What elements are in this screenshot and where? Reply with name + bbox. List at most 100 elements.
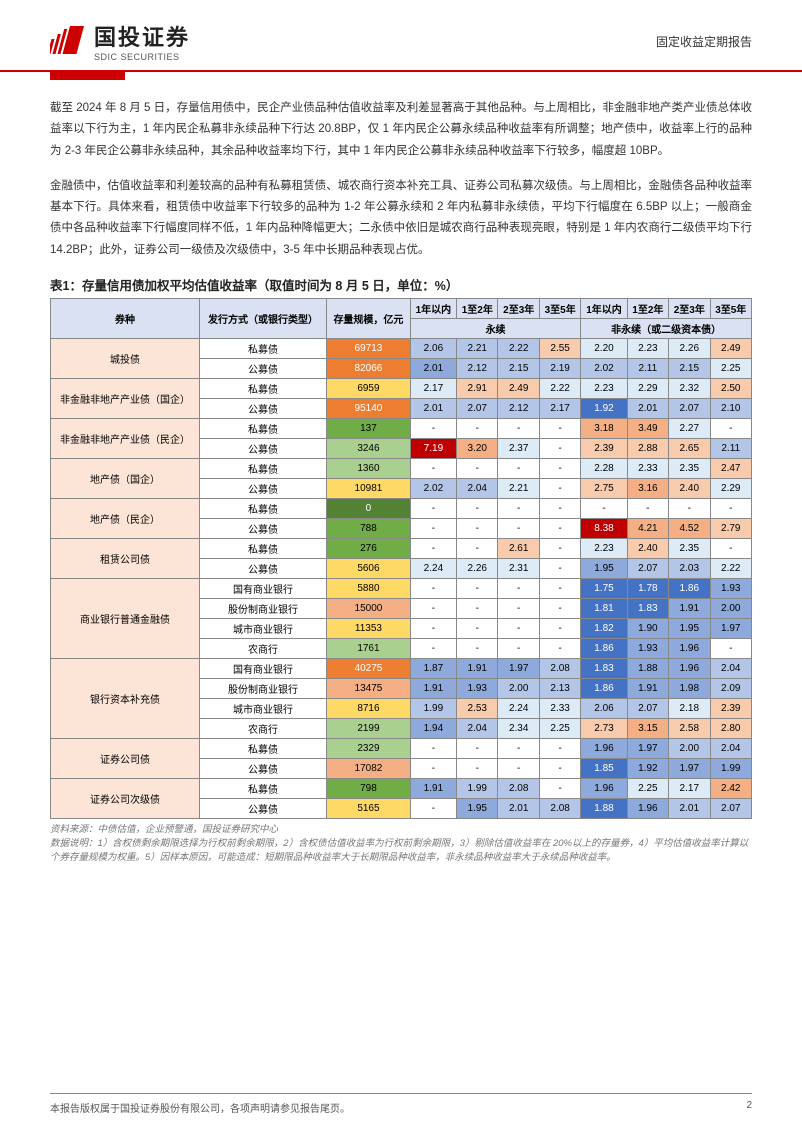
data-cell: -: [410, 498, 456, 518]
subcategory-cell: 城市商业银行: [199, 698, 326, 718]
th-y2b: 1至2年: [627, 298, 668, 318]
data-cell: 2.79: [710, 518, 752, 538]
th-y1a: 1年以内: [410, 298, 456, 318]
data-cell: 2.07: [457, 398, 498, 418]
subcategory-cell: 私募债: [199, 538, 326, 558]
data-cell: -: [457, 638, 498, 658]
table-row: 银行资本补充债国有商业银行402751.871.911.972.081.831.…: [51, 658, 752, 678]
data-cell: -: [457, 538, 498, 558]
data-cell: 2.18: [669, 698, 710, 718]
data-cell: -: [410, 758, 456, 778]
data-cell: 2.91: [457, 378, 498, 398]
data-cell: 1.91: [627, 678, 668, 698]
volume-cell: 69713: [327, 338, 411, 358]
data-cell: 3.18: [581, 418, 627, 438]
data-cell: 1.91: [410, 778, 456, 798]
data-cell: 3.15: [627, 718, 668, 738]
data-cell: -: [457, 518, 498, 538]
data-cell: 2.55: [539, 338, 580, 358]
volume-cell: 2329: [327, 738, 411, 758]
data-cell: 2.12: [498, 398, 539, 418]
table-row: 租赁公司债私募债276--2.61-2.232.402.35-: [51, 538, 752, 558]
data-cell: 1.92: [581, 398, 627, 418]
subcategory-cell: 城市商业银行: [199, 618, 326, 638]
doc-type: 固定收益定期报告: [656, 33, 752, 50]
data-cell: -: [539, 738, 580, 758]
data-cell: 2.23: [581, 538, 627, 558]
data-cell: -: [410, 738, 456, 758]
data-cell: -: [539, 618, 580, 638]
subcategory-cell: 公募债: [199, 558, 326, 578]
data-cell: 1.83: [627, 598, 668, 618]
data-cell: -: [498, 578, 539, 598]
data-cell: 2.01: [498, 798, 539, 818]
data-cell: -: [498, 498, 539, 518]
data-cell: 1.97: [669, 758, 710, 778]
footer-text: 本报告版权属于国投证券股份有限公司，各项声明请参见报告尾页。: [50, 1100, 350, 1115]
data-cell: -: [539, 498, 580, 518]
volume-cell: 82066: [327, 358, 411, 378]
data-cell: 2.11: [710, 438, 752, 458]
data-cell: 2.24: [498, 698, 539, 718]
subcategory-cell: 私募债: [199, 458, 326, 478]
data-cell: -: [539, 778, 580, 798]
data-cell: 1.93: [627, 638, 668, 658]
data-cell: 2.00: [710, 598, 752, 618]
data-cell: 4.52: [669, 518, 710, 538]
data-cell: 2.33: [539, 698, 580, 718]
data-cell: 3.20: [457, 438, 498, 458]
data-cell: 2.35: [669, 538, 710, 558]
data-cell: -: [498, 518, 539, 538]
data-cell: 2.26: [669, 338, 710, 358]
data-cell: 1.86: [669, 578, 710, 598]
volume-cell: 2199: [327, 718, 411, 738]
volume-cell: 95140: [327, 398, 411, 418]
data-cell: 2.58: [669, 718, 710, 738]
data-cell: 4.21: [627, 518, 668, 538]
th-y3a: 2至3年: [498, 298, 539, 318]
data-cell: 2.02: [581, 358, 627, 378]
data-cell: -: [627, 498, 668, 518]
yield-table: 券种 发行方式（或银行类型） 存量规模，亿元 1年以内 1至2年 2至3年 3至…: [50, 298, 752, 819]
data-cell: 3.49: [627, 418, 668, 438]
data-cell: 2.75: [581, 478, 627, 498]
th-y3b: 2至3年: [669, 298, 710, 318]
data-cell: -: [539, 478, 580, 498]
data-cell: -: [498, 418, 539, 438]
data-cell: 2.24: [410, 558, 456, 578]
data-cell: 1.99: [410, 698, 456, 718]
data-cell: 1.96: [669, 658, 710, 678]
data-cell: 2.09: [710, 678, 752, 698]
category-cell: 地产债（国企）: [51, 458, 200, 498]
data-cell: 1.96: [627, 798, 668, 818]
data-cell: 2.12: [457, 358, 498, 378]
data-cell: 2.08: [498, 778, 539, 798]
data-cell: -: [498, 598, 539, 618]
data-cell: 2.49: [498, 378, 539, 398]
subcategory-cell: 股份制商业银行: [199, 678, 326, 698]
volume-cell: 3246: [327, 438, 411, 458]
data-cell: 2.01: [627, 398, 668, 418]
th-perpetual: 永续: [410, 318, 581, 338]
data-cell: 2.01: [669, 798, 710, 818]
data-cell: -: [539, 558, 580, 578]
data-cell: -: [498, 618, 539, 638]
subcategory-cell: 私募债: [199, 778, 326, 798]
table-row: 城投债私募债697132.062.212.222.552.202.232.262…: [51, 338, 752, 358]
subcategory-cell: 公募债: [199, 518, 326, 538]
table-title: 表1：存量信用债加权平均估值收益率（取值时间为 8 月 5 日，单位：%）: [50, 275, 752, 294]
data-cell: 2.61: [498, 538, 539, 558]
th-bond-type: 券种: [51, 298, 200, 338]
data-cell: 2.29: [627, 378, 668, 398]
data-cell: 2.19: [539, 358, 580, 378]
volume-cell: 788: [327, 518, 411, 538]
data-cell: 1.93: [457, 678, 498, 698]
category-cell: 租赁公司债: [51, 538, 200, 578]
data-cell: 1.87: [410, 658, 456, 678]
subcategory-cell: 国有商业银行: [199, 578, 326, 598]
page-footer: 本报告版权属于国投证券股份有限公司，各项声明请参见报告尾页。 2: [50, 1093, 752, 1115]
data-cell: 2.06: [410, 338, 456, 358]
data-cell: 2.42: [710, 778, 752, 798]
volume-cell: 13475: [327, 678, 411, 698]
data-cell: 2.23: [627, 338, 668, 358]
